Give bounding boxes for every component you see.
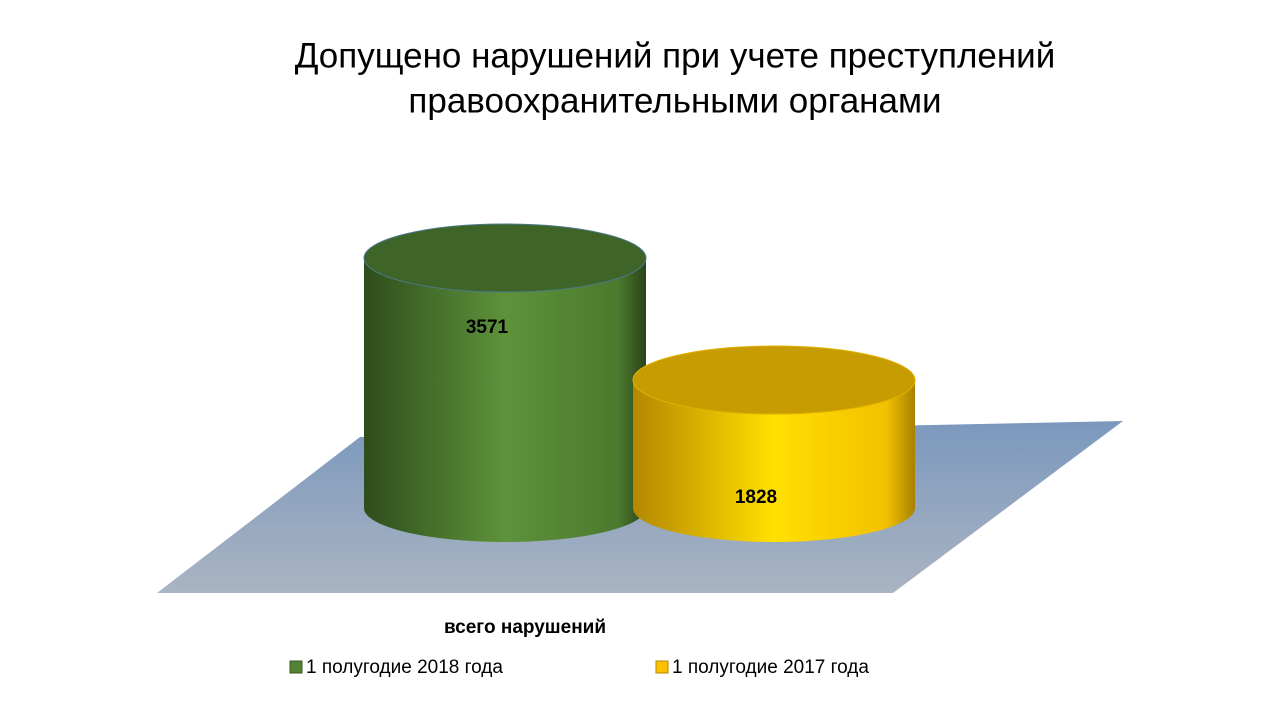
bar [363,223,647,542]
x-tick-label: всего нарушений [444,617,606,638]
chart-title: правоохранительными органами [408,81,941,120]
bar-side [633,380,915,542]
bar-side [364,258,646,542]
legend-label: 1 полугодие 2018 года [306,657,503,678]
data-label: 1828 [735,487,777,508]
legend-label: 1 полугодие 2017 года [672,657,869,678]
bar-top [363,223,647,293]
legend-swatch [289,660,303,674]
chart-title: Допущено нарушений при учете преступлени… [295,36,1056,75]
bar-top [632,345,916,415]
legend-swatch [655,660,669,674]
data-label: 3571 [466,317,509,338]
bar [632,345,916,542]
